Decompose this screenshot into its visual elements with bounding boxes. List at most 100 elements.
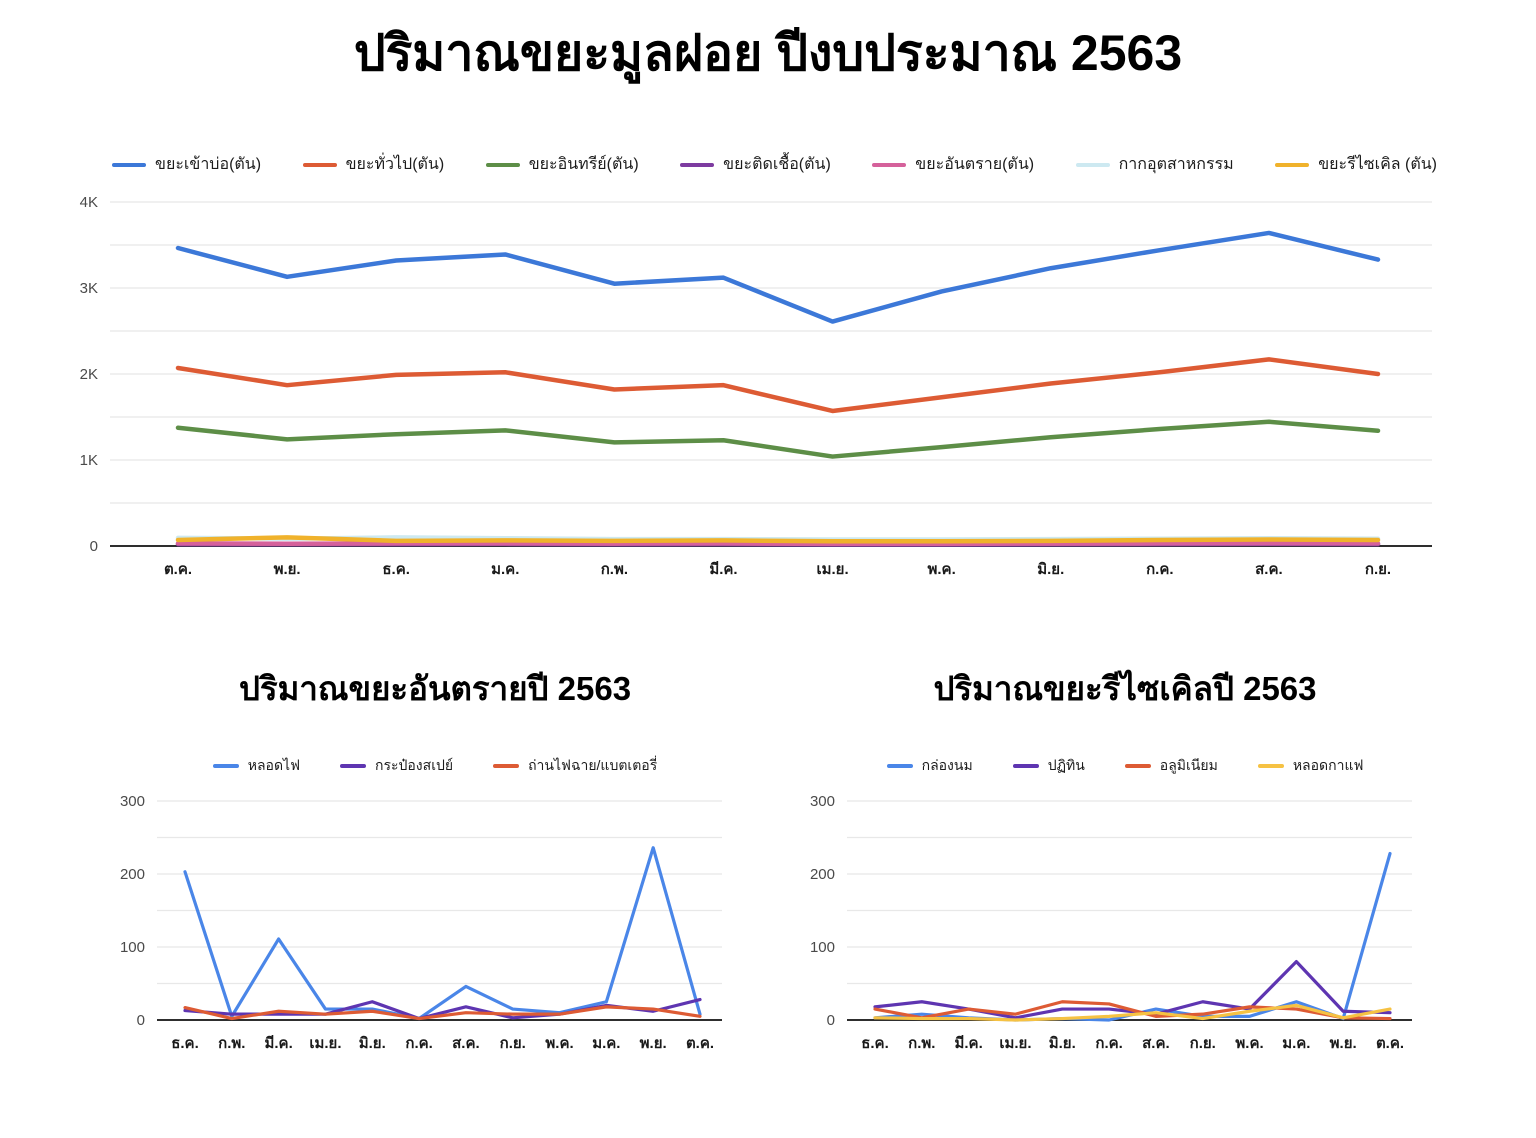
x-tick-label: ส.ค.	[1142, 1035, 1170, 1052]
legend-item-6[interactable]: ขยะรีไซเคิล (ตัน)	[1275, 152, 1437, 177]
legend-label: ขยะอินทรีย์(ตัน)	[528, 156, 639, 173]
series-line	[183, 1005, 702, 1021]
series-line	[873, 1003, 1392, 1022]
page-title: ปริมาณขยะมูลฝอย ปีงบประมาณ 2563	[353, 25, 1183, 81]
y-tick-label: 300	[120, 793, 145, 810]
x-tick-label: มี.ค.	[709, 561, 737, 578]
legend-label: ขยะติดเชื้อ(ตัน)	[723, 156, 831, 173]
y-tick-label: 3K	[80, 280, 98, 297]
x-tick-label: พ.ค.	[545, 1035, 573, 1052]
x-tick-label: ม.ค.	[1282, 1035, 1310, 1052]
series-line	[175, 357, 1381, 414]
x-tick-label: พ.ย.	[1330, 1035, 1357, 1052]
recycle-chart-title: ปริมาณขยะรีไซเคิลปี 2563	[933, 670, 1317, 707]
x-tick-label: ก.พ.	[601, 561, 628, 578]
legend-item-3[interactable]: ขยะติดเชื้อ(ตัน)	[680, 152, 831, 177]
legend-label: หลอดไฟ	[247, 757, 300, 773]
legend-line-swatch	[212, 764, 239, 768]
legend-label: ขยะรีไซเคิล (ตัน)	[1318, 156, 1437, 173]
legend-item-5[interactable]: กากอุตสาหกรรม	[1075, 152, 1234, 177]
x-tick-label: ธ.ค.	[382, 561, 410, 578]
y-tick-label: 1K	[80, 452, 98, 469]
legend-item-0[interactable]: กล่องนม	[886, 755, 973, 777]
legend-line-swatch	[872, 162, 907, 167]
legend-item-2[interactable]: อลูมิเนียม	[1124, 755, 1218, 777]
legend-label: กล่องนม	[921, 757, 973, 773]
series-line	[175, 419, 1381, 459]
y-tick-label: 300	[810, 793, 835, 810]
legend-item-0[interactable]: ขยะเข้าบ่อ(ตัน)	[112, 152, 261, 177]
legend-line-swatch	[886, 764, 913, 768]
legend-line-swatch	[340, 764, 366, 768]
legend-item-1[interactable]: กระป๋องสเปย์	[340, 755, 453, 777]
legend-line-swatch	[1257, 764, 1284, 768]
legend-label: ถ่านไฟฉาย/แบตเตอรี่	[528, 757, 658, 773]
y-tick-label: 100	[120, 939, 145, 956]
y-tick-label: 4K	[80, 194, 98, 211]
hazardous-waste-chart: 0 100 200 300 ธ.ค. ก.พ. มี.ค. เม.ย. มิ.ย. ก.ค. ส.ค…	[120, 793, 722, 1052]
x-tick-label: ก.ย.	[500, 1035, 526, 1052]
series-line	[175, 230, 1381, 324]
legend-item-0[interactable]: หลอดไฟ	[212, 755, 300, 777]
x-tick-label: พ.ค.	[1235, 1035, 1263, 1052]
main-chart-legend: ขยะเข้าบ่อ(ตัน) ขยะทั่วไป(ตัน) ขยะอินทรีย์…	[112, 152, 1437, 177]
legend-line-swatch	[112, 162, 146, 167]
x-tick-label: ธ.ค.	[171, 1035, 199, 1052]
legend-item-2[interactable]: ถ่านไฟฉาย/แบตเตอรี่	[493, 755, 657, 777]
x-tick-label: ก.พ.	[908, 1035, 935, 1052]
x-tick-label: พ.ย.	[640, 1035, 667, 1052]
x-tick-label: มี.ค.	[265, 1035, 293, 1052]
y-tick-label: 0	[137, 1012, 145, 1029]
legend-line-swatch	[485, 162, 520, 167]
waste-overview-chart: 0 1K 2K 3K 4K ต.ค. พ.ย. ธ.ค. ม.ค. ก.พ. มี.ค. เม.ย. พ…	[80, 194, 1432, 578]
legend-label: ขยะอันตราย(ตัน)	[915, 156, 1035, 173]
legend-label: อลูมิเนียม	[1159, 757, 1218, 773]
x-tick-label: ส.ค.	[452, 1035, 480, 1052]
x-tick-label: เม.ย.	[816, 561, 848, 578]
legend-item-4[interactable]: ขยะอันตราย(ตัน)	[872, 152, 1034, 177]
x-tick-label: ก.ค.	[1146, 561, 1173, 578]
y-tick-label: 200	[810, 866, 835, 883]
legend-label: ขยะทั่วไป(ตัน)	[345, 156, 445, 173]
x-tick-label: พ.ย.	[274, 561, 301, 578]
y-tick-label: 200	[120, 866, 145, 883]
x-tick-label: เม.ย.	[999, 1035, 1031, 1052]
legend-label: กระป๋องสเปย์	[375, 757, 454, 773]
x-tick-label: มิ.ย.	[1037, 560, 1064, 578]
x-tick-label: ก.ค.	[1095, 1035, 1122, 1052]
y-tick-label: 2K	[80, 366, 98, 383]
legend-item-2[interactable]: ขยะอินทรีย์(ตัน)	[485, 152, 639, 177]
x-tick-label: ต.ค.	[686, 1035, 714, 1052]
legend-label: กากอุตสาหกรรม	[1118, 156, 1234, 173]
legend-item-3[interactable]: หลอดกาแฟ	[1257, 755, 1363, 777]
x-tick-label: ก.ค.	[405, 1035, 432, 1052]
legend-item-1[interactable]: ปฏิทิน	[1012, 755, 1085, 777]
series-line	[175, 540, 1381, 547]
x-tick-label: ม.ค.	[491, 561, 519, 578]
series-line	[183, 846, 702, 1021]
y-tick-label: 100	[810, 939, 835, 956]
legend-line-swatch	[1275, 162, 1310, 167]
legend-line-swatch	[493, 764, 520, 768]
x-tick-label: มี.ค.	[955, 1035, 983, 1052]
legend-line-swatch	[302, 162, 337, 167]
x-tick-label: ก.ย.	[1190, 1035, 1216, 1052]
x-tick-label: พ.ค.	[928, 561, 956, 578]
x-tick-label: ม.ค.	[592, 1035, 620, 1052]
x-tick-label: ก.พ.	[218, 1035, 245, 1052]
hazardous-chart-legend: หลอดไฟ กระป๋องสเปย์ ถ่านไฟฉาย/แบตเตอรี่	[140, 755, 730, 777]
recycle-chart-legend: กล่องนม ปฏิทิน อลูมิเนียม หลอดกาแฟ	[830, 755, 1420, 777]
series-line	[873, 1000, 1392, 1021]
x-tick-label: เม.ย.	[309, 1035, 341, 1052]
legend-label: ปฏิทิน	[1047, 757, 1085, 773]
x-tick-label: ต.ค.	[164, 561, 192, 578]
legend-line-swatch	[1012, 764, 1039, 768]
y-tick-label: 0	[827, 1012, 835, 1029]
recycle-waste-chart: 0 100 200 300 ธ.ค. ก.พ. มี.ค. เม.ย. มิ.ย. ก.ค. ส.ค…	[810, 793, 1412, 1052]
y-tick-label: 0	[90, 538, 98, 555]
legend-item-1[interactable]: ขยะทั่วไป(ตัน)	[302, 152, 445, 177]
x-tick-label: มิ.ย.	[1049, 1034, 1076, 1052]
legend-line-swatch	[1075, 162, 1110, 167]
hazardous-chart-title: ปริมาณขยะอันตรายปี 2563	[238, 670, 632, 707]
